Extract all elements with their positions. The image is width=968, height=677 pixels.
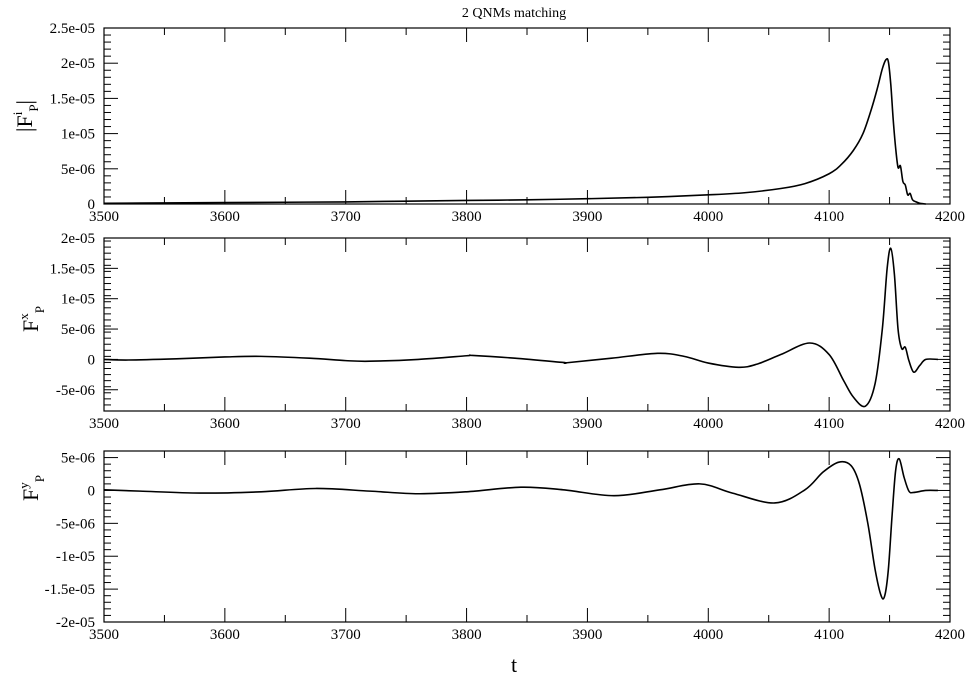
panel-3-series-line-1 <box>103 457 938 600</box>
panel-3-x-tick-label: 3800 <box>452 627 482 643</box>
panel-1-y-tick-label: 1e-05 <box>61 127 95 143</box>
panel-2-y-tick-label: 1.5e-05 <box>50 261 95 277</box>
panel-1-ylabel-bar-right: | <box>12 100 37 104</box>
panel-2-x-tick-label: 4000 <box>693 416 723 432</box>
panel-1-y-tick-label: 0 <box>88 197 96 213</box>
panel-1-x-tick-label: 3500 <box>89 209 119 225</box>
panel-2-x-tick-label: 3700 <box>331 416 361 432</box>
panel-1-ylabel-main: F <box>12 115 37 127</box>
panel-3-ylabel: FyP <box>16 475 47 501</box>
panel-2-plot: 3500 3600 3700 3800 3900 4000 4100 4200 -5e-06 0 5… <box>50 231 965 432</box>
panel-3-y-tick-label: -5e-06 <box>56 516 96 532</box>
panel-2-x-tick-label: 3900 <box>572 416 602 432</box>
panel-3-x-tick-label: 3700 <box>331 627 361 643</box>
panel-3-plot: 3500 3600 3700 3800 3900 4000 4100 4200 -2e-05 -1… <box>45 450 965 643</box>
panel-1-plot-frame <box>103 27 951 205</box>
panel-2-x-tick-label: 3600 <box>210 416 240 432</box>
panel-1-ylabel-bar-left: | <box>12 128 37 132</box>
panel-3-x-tick-label: 3500 <box>89 627 119 643</box>
panel-3-x-tick-label: 3900 <box>572 627 602 643</box>
panel-2: 3500 3600 3700 3800 3900 4000 4100 4200 -5e-06 0 5… <box>16 231 965 432</box>
panel-3-ylabel-main: F <box>18 489 43 501</box>
panel-1-x-tick-label: 4200 <box>935 209 965 225</box>
panel-2-x-tick-label: 3800 <box>452 416 482 432</box>
panel-1-ylabel: |FiP| <box>10 100 41 132</box>
x-axis-label: t <box>511 652 517 677</box>
panel-3-x-tick-label: 4200 <box>935 627 965 643</box>
panel-1-y-tick-label: 2e-05 <box>61 56 95 72</box>
panel-2-y-tick-label: -5e-06 <box>56 383 96 399</box>
panel-1-y-tick-label: 2.5e-05 <box>50 21 95 37</box>
panel-1-y-tick-label: 5e-06 <box>61 162 96 178</box>
panel-3-y-tick-label: 0 <box>88 483 96 499</box>
panel-2-y-tick-label: 2e-05 <box>61 231 95 247</box>
panel-3-y-tick-label: -2e-05 <box>56 615 95 631</box>
panel-3-y-tick-label: 5e-06 <box>61 451 96 467</box>
panel-2-y-tick-label: 5e-06 <box>61 322 96 338</box>
panel-1-x-tick-label: 3900 <box>572 209 602 225</box>
panel-2-x-tick-label: 4100 <box>814 416 844 432</box>
panel-3-x-tick-label: 3600 <box>210 627 240 643</box>
panel-2-y-tick-label: 0 <box>88 352 96 368</box>
panel-1-x-tick-label: 3600 <box>210 209 240 225</box>
panel-3-ylabel-sub: P <box>32 475 47 482</box>
panel-3: 3500 3600 3700 3800 3900 4000 4100 4200 -2e-05 -1… <box>16 450 965 643</box>
panel-1-x-tick-label: 3700 <box>331 209 361 225</box>
panel-2-x-tick-label: 3500 <box>89 416 119 432</box>
chart-title: 2 QNMs matching <box>462 6 566 21</box>
panel-1-ylabel-sub: P <box>26 104 41 111</box>
panel-1-y-tick-label: 1.5e-05 <box>50 91 95 107</box>
panel-2-y-tick-label: 1e-05 <box>61 292 95 308</box>
panel-2-ylabel-sub: P <box>32 306 47 313</box>
panel-1-x-tick-label: 4000 <box>693 209 723 225</box>
panel-1-series-line-1 <box>103 57 926 205</box>
panel-2-ylabel: FxP <box>16 306 47 332</box>
panel-3-x-tick-label: 4100 <box>814 627 844 643</box>
panel-2-plot-frame <box>103 237 951 412</box>
panel-2-series-line-1 <box>103 247 938 408</box>
panel-3-x-tick-label: 4000 <box>693 627 723 643</box>
panel-3-plot-frame <box>103 450 951 623</box>
panel-1-ylabel-sup: i <box>10 111 25 115</box>
panel-3-y-tick-label: -1e-05 <box>56 549 95 565</box>
panel-1-x-tick-label: 4100 <box>814 209 844 225</box>
panel-2-ylabel-main: F <box>18 320 43 332</box>
panel-1-plot: 3500 3600 3700 3800 3900 4000 4100 4200 0 5e-06 1e… <box>50 21 965 225</box>
panel-3-y-tick-label: -1.5e-05 <box>45 582 95 598</box>
panel-3-ylabel-sup: y <box>16 482 31 489</box>
panel-2-x-tick-label: 4200 <box>935 416 965 432</box>
panel-2-ylabel-sup: x <box>16 313 31 320</box>
panel-1-x-tick-label: 3800 <box>452 209 482 225</box>
panel-1: 3500 3600 3700 3800 3900 4000 4100 4200 0 5e-06 1e… <box>10 21 965 225</box>
